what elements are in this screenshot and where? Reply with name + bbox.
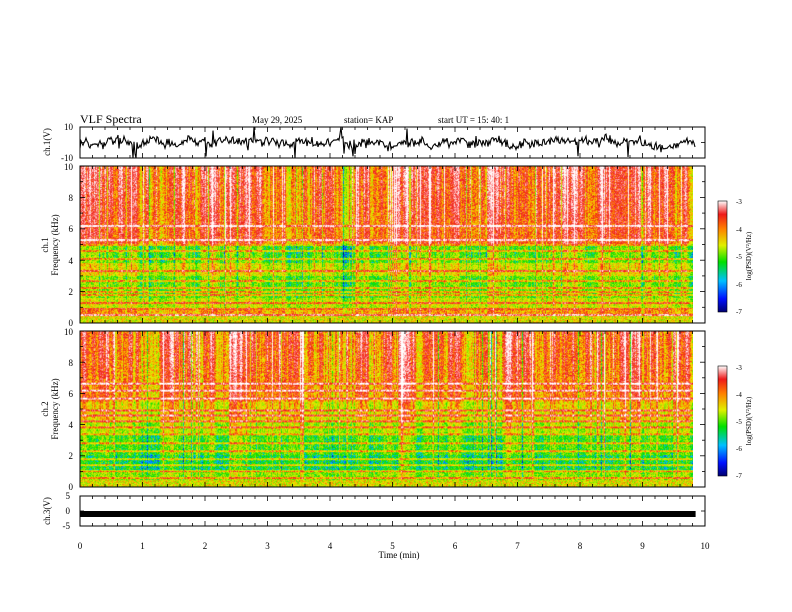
- ch1spec-ytick-6: 6: [69, 224, 74, 234]
- ch1spec-ytick-4: 4: [69, 256, 74, 266]
- xtick-1: 1: [140, 541, 145, 551]
- ch1-cb-tick-7: -7: [736, 308, 742, 316]
- ch1-cb-label: log(PSD)(V²/Hz): [745, 231, 753, 280]
- ch1-waveform-ylabel: ch.1(V): [42, 128, 52, 156]
- ch3-ytick-5: 5: [66, 491, 71, 501]
- ch1-cb-tick-6: -6: [736, 281, 742, 289]
- xtick-8: 8: [578, 541, 583, 551]
- ch2-spectrogram: [80, 331, 693, 487]
- ch1-spectrogram: [80, 166, 693, 323]
- ch2-spectrogram-image: [80, 331, 693, 487]
- ch1-spectrogram-image: [80, 166, 693, 323]
- ch1spec-ytick-0: 0: [69, 318, 74, 328]
- ch1-spec-ylabel-channel: ch.1: [40, 237, 50, 252]
- x-axis: 0 1 2 3 4 5 6 7 8 9 10 Time (min): [78, 541, 710, 560]
- ch2-cb-tick-4: -4: [736, 391, 742, 399]
- ch1-cb-tick-4: -4: [736, 226, 742, 234]
- xtick-0: 0: [78, 541, 83, 551]
- xtick-7: 7: [515, 541, 520, 551]
- ch2spec-ytick-0: 0: [69, 482, 74, 492]
- axis-ticks: [79, 126, 706, 527]
- date-label: May 29, 2025: [252, 115, 303, 125]
- chart-title: VLF Spectra: [80, 112, 142, 126]
- ch3-ytick-minus5: -5: [63, 521, 71, 531]
- xtick-6: 6: [453, 541, 458, 551]
- ch2-cb-tick-3: -3: [736, 364, 742, 372]
- ch1-ytick-bottom: -10: [61, 153, 73, 163]
- ch1spec-ytick-8: 8: [69, 193, 74, 203]
- start-time-label: start UT = 15: 40: 1: [438, 115, 509, 125]
- ch2-spec-ylabel-channel: ch.2: [40, 401, 50, 416]
- ch1-colorbar-gradient: [717, 200, 728, 313]
- xtick-10: 10: [701, 541, 711, 551]
- ch3-ytick-0: 0: [66, 506, 71, 516]
- ch2spec-ytick-2: 2: [69, 451, 74, 461]
- x-axis-label: Time (min): [379, 550, 420, 560]
- ch2spec-ytick-10: 10: [64, 327, 74, 337]
- ch1-ytick-top: 10: [64, 122, 74, 132]
- ch1spec-ytick-2: 2: [69, 287, 74, 297]
- ch2-cb-label: log(PSD)(V²/Hz): [745, 396, 753, 445]
- ch2-cb-tick-7: -7: [736, 472, 742, 480]
- ch2-colorbar-gradient: [717, 365, 728, 477]
- ch1-cb-tick-3: -3: [736, 198, 742, 206]
- ch1-waveform-trace: [79, 126, 696, 159]
- xtick-3: 3: [265, 541, 270, 551]
- ch1spec-ytick-10: 10: [64, 162, 74, 172]
- xtick-9: 9: [640, 541, 645, 551]
- ch3-waveform-ylabel: ch.3(V): [42, 497, 52, 525]
- ch2-cb-tick-5: -5: [736, 418, 742, 426]
- xtick-5: 5: [390, 541, 395, 551]
- station-label: station= KAP: [344, 115, 393, 125]
- ch1-spec-ylabel-freq: Frequency (kHz): [50, 214, 60, 275]
- ch2spec-ytick-4: 4: [69, 420, 74, 430]
- ch2-colorbar: -3 -4 -5 -6 -7 log(PSD)(V²/Hz): [717, 364, 753, 480]
- ch1-cb-tick-5: -5: [736, 253, 742, 261]
- ch2spec-ytick-6: 6: [69, 389, 74, 399]
- ch2-spec-ylabel-freq: Frequency (kHz): [50, 378, 60, 439]
- xtick-4: 4: [328, 541, 333, 551]
- ch3-waveform-trace: [80, 511, 696, 517]
- ch2spec-ytick-8: 8: [69, 358, 74, 368]
- ch1-colorbar: -3 -4 -5 -6 -7 log(PSD)(V²/Hz): [717, 198, 753, 316]
- ch2-cb-tick-6: -6: [736, 445, 742, 453]
- xtick-2: 2: [203, 541, 208, 551]
